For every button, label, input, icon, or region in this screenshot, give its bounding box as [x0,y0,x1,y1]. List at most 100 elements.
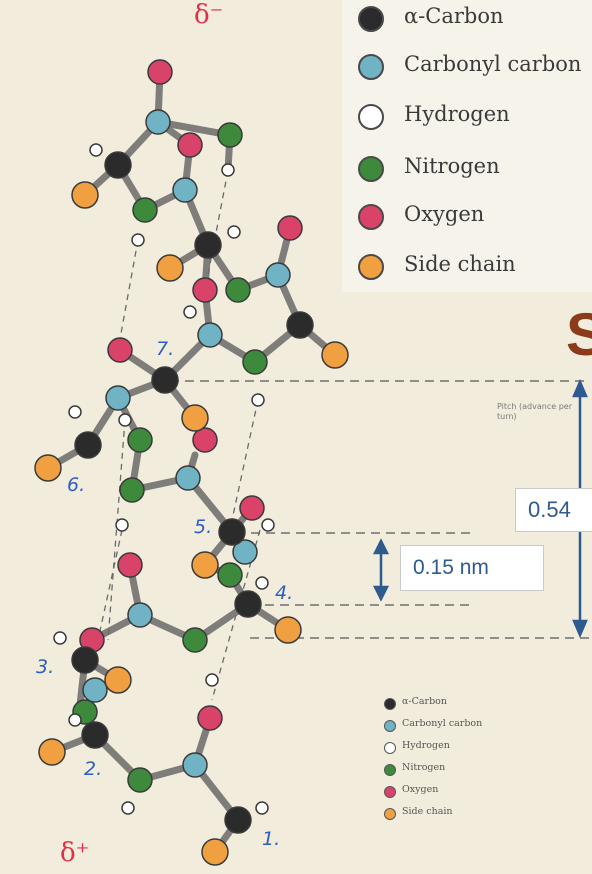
carbonyl-carbon-swatch-icon [358,54,384,80]
carbonyl-carbon-atom [145,109,171,135]
hydrogen-atom [221,163,235,177]
small-legend-label: Side chain [402,806,453,817]
hydrogen-atom [261,518,275,532]
hydrogen-atom [183,305,197,319]
backbone-bond [44,376,169,472]
pitch-arrow-head-top [572,378,588,398]
small-legend-item: Oxygen [384,782,534,804]
hydrogen-atom [53,631,67,645]
hydrogen-atom [68,405,82,419]
alpha-carbon-swatch-icon [384,698,396,710]
legend-label: Nitrogen [404,154,500,178]
carbonyl-carbon-atom [197,322,223,348]
carbonyl-carbon-swatch-icon [384,720,396,732]
alpha-carbon-atom [286,311,314,339]
rise-arrow-head-bottom [372,585,390,602]
residue-number: 3. [36,656,55,678]
pitch-value: 0.54 [528,497,571,522]
hydrogen-atom [251,393,265,407]
rise-arrow-head-top [372,538,390,555]
side-chain-swatch-icon [384,808,396,820]
residue-number: 1. [262,828,281,850]
alpha-carbon-atom [218,518,246,546]
oxygen-atom [107,337,133,363]
legend-item-alpha-carbon: α-Carbon [342,0,592,40]
legend-label: Side chain [404,252,516,276]
alpha-carbon-atom [224,806,252,834]
pitch-note: Pitch (advance per turn) [497,402,572,421]
legend-item-side-chain: Side chain [342,248,592,288]
hbond-line [107,419,126,641]
nitrogen-swatch-icon [358,156,384,182]
nitrogen-atom [182,627,208,653]
alpha-carbon-atom [81,721,109,749]
small-legend: α-Carbon Carbonyl carbon Hydrogen Nitrog… [384,694,534,844]
title-fragment: S [566,301,592,368]
hydrogen-swatch-icon [384,742,396,754]
residue-number: 5. [194,516,213,538]
oxygen-atom [117,552,143,578]
alpha-carbon-atom [151,366,179,394]
oxygen-atom [147,59,173,85]
backbone-bond [81,68,164,199]
side-chain-atom [321,341,349,369]
nitrogen-atom [242,349,268,375]
carbonyl-carbon-atom [182,752,208,778]
oxygen-swatch-icon [384,786,396,798]
delta-minus-label: δ⁻ [194,0,224,30]
side-chain-atom [156,254,184,282]
pitch-value-box: 0.54 [515,488,592,532]
legend-item-hydrogen: Hydrogen [342,98,592,138]
alpha-carbon-atom [104,151,132,179]
small-legend-label: Nitrogen [402,762,446,773]
small-legend-item: Carbonyl carbon [384,716,534,738]
hydrogen-atom [255,576,269,590]
side-chain-atom [104,666,132,694]
legend-item-oxygen: Oxygen [342,198,592,238]
side-chain-atom [71,181,99,209]
legend-item-carbonyl-carbon: Carbonyl carbon [342,48,592,88]
carbonyl-carbon-atom [82,677,108,703]
nitrogen-atom [127,767,153,793]
side-chain-atom [274,616,302,644]
hbond-line [117,239,139,351]
rise-value: 0.15 nm [413,556,489,579]
hydrogen-atom [68,713,82,727]
oxygen-atom [177,132,203,158]
alpha-carbon-atom [71,646,99,674]
nitrogen-atom [225,277,251,303]
nitrogen-swatch-icon [384,764,396,776]
legend-label: Hydrogen [404,102,510,126]
hbond-line [97,529,123,641]
oxygen-atom [239,495,265,521]
small-legend-item: Nitrogen [384,760,534,782]
nitrogen-atom [217,122,243,148]
hbond-line [231,399,259,521]
carbonyl-carbon-atom [232,539,258,565]
residue-number: 2. [84,758,103,780]
side-chain-atom [181,404,209,432]
alpha-carbon-swatch-icon [358,6,384,32]
side-chain-atom [34,454,62,482]
legend-label: Carbonyl carbon [404,52,582,76]
hydrogen-atom [118,413,132,427]
hydrogen-atom [131,233,145,247]
hydrogen-atom [121,801,135,815]
small-legend-item: Hydrogen [384,738,534,760]
carbonyl-carbon-atom [265,262,291,288]
side-chain-atom [201,838,229,866]
legend-label: α-Carbon [404,4,504,28]
oxygen-atom [197,705,223,731]
small-legend-label: Oxygen [402,784,439,795]
hydrogen-atom [205,673,219,687]
backbone-bond [91,714,214,784]
alpha-carbon-atom [194,231,222,259]
carbonyl-carbon-atom [127,602,153,628]
side-chain-atom [191,551,219,579]
small-legend-item: Side chain [384,804,534,826]
nitrogen-atom [132,197,158,223]
hydrogen-atom [255,801,269,815]
carbonyl-carbon-atom [105,385,131,411]
